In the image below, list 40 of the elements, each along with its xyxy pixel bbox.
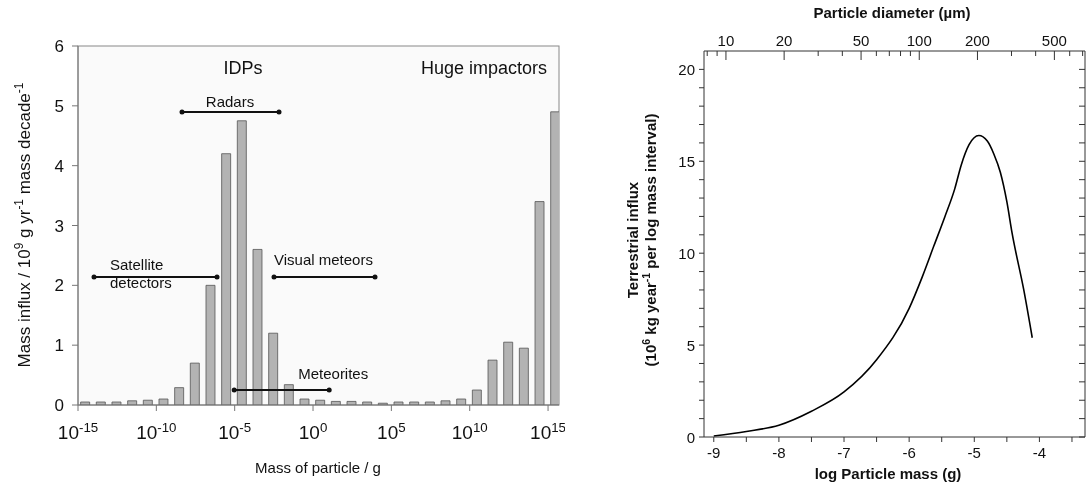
- x-tick-label: -6: [902, 444, 916, 461]
- y-tick-label: 0: [54, 396, 64, 415]
- y-tick-label: 5: [686, 337, 695, 355]
- x-tick-label: -7: [837, 444, 851, 461]
- x2-axis-title: Particle diameter (µm): [813, 4, 971, 21]
- x-tick-label: -8: [772, 444, 786, 461]
- x-tick-label: -5: [967, 444, 981, 461]
- x-tick-label: 10$^{-5}$: [218, 419, 252, 443]
- y-tick-label: 4: [54, 156, 64, 176]
- annotation: Meteorites: [298, 365, 369, 383]
- y-tick-label: 2: [54, 276, 64, 296]
- y-tick-label: 0: [686, 429, 695, 446]
- x-tick-label: 10$^{15}$: [530, 419, 567, 443]
- x-axis-title: Mass of particle / g: [255, 459, 381, 476]
- x-axis-title: log Particle mass (g): [814, 465, 962, 482]
- x2-tick-label: 200: [964, 32, 990, 49]
- annotation: Visual meteors: [274, 251, 373, 268]
- y-tick-label: 1: [54, 336, 64, 356]
- y-tick-label: 5: [54, 96, 64, 116]
- annotation: Satellite detectors: [110, 256, 172, 291]
- x-tick-label: 10$^{5}$: [377, 419, 406, 443]
- x2-tick-label: 20: [775, 32, 793, 49]
- y-tick-label: 6: [54, 37, 64, 56]
- y-tick-label: 3: [54, 216, 64, 236]
- x-tick-label: 10$^{-15}$: [57, 419, 99, 443]
- annotation: Huge impactors: [420, 58, 548, 78]
- x-tick-label: 10$^{10}$: [451, 419, 488, 443]
- x2-tick-label: 10: [717, 32, 735, 49]
- x-tick-label: -9: [707, 444, 721, 461]
- x2-tick-label: 50: [852, 32, 870, 49]
- x-tick-label: 10$^{-10}$: [136, 419, 177, 443]
- x-tick-label: -4: [1032, 444, 1047, 461]
- y-tick-label: 10: [678, 245, 695, 263]
- x-tick-label: 10$^{0}$: [298, 419, 328, 443]
- y-tick-label: 20: [678, 61, 695, 79]
- annotation: IDPs: [223, 58, 263, 78]
- annotation: Radars: [205, 93, 255, 110]
- x2-tick-label: 100: [906, 32, 932, 49]
- x2-tick-label: 500: [1041, 32, 1067, 49]
- y-tick-label: 15: [678, 153, 695, 171]
